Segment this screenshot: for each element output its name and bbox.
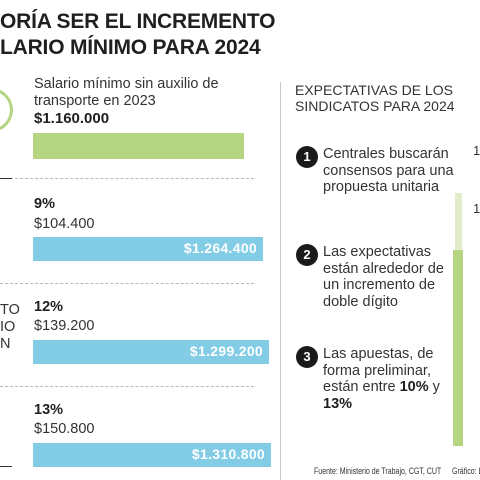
cropped-circle-icon xyxy=(0,88,13,132)
separator-tick xyxy=(0,466,12,467)
column-divider xyxy=(280,82,281,480)
graphic-credit: Gráfico: L xyxy=(452,466,480,476)
scenario-2-increase: $139.200 xyxy=(34,318,95,334)
expectation-3-text: Las apuestas, de forma preliminar, están… xyxy=(323,346,440,412)
source-note: Fuente: Ministerio de Trabajo, CGT, CUT xyxy=(314,466,442,476)
scenario-1-percent: 9% xyxy=(34,196,55,212)
number-1-badge: 1 xyxy=(296,146,318,168)
expectation-2-text: Las expectativas están alrededor de un i… xyxy=(323,244,444,310)
number-3-badge: 3 xyxy=(296,346,318,368)
cropped-text-fragment: N xyxy=(0,336,11,352)
cropped-text-fragment: 1 xyxy=(473,201,480,216)
scenario-2-percent: 12% xyxy=(34,299,64,315)
number-2-badge: 2 xyxy=(296,244,318,266)
base-salary-bar xyxy=(33,133,244,159)
vertical-bar-pale xyxy=(455,193,462,250)
scenario-1-bar: $1.264.400 xyxy=(33,237,263,261)
chart-title-line-2: LARIO MÍNIMO PARA 2024 xyxy=(0,36,261,59)
scenario-3-increase: $150.800 xyxy=(34,421,95,437)
expectations-title: EXPECTATIVAS DE LOS SINDICATOS PARA 2024 xyxy=(295,82,455,114)
base-salary-label: Salario mínimo sin auxilio de transporte… xyxy=(34,76,219,109)
cropped-text-fragment: TO xyxy=(0,302,20,318)
base-salary-value: $1.160.000 xyxy=(34,110,110,127)
scenario-3-percent: 13% xyxy=(34,402,64,418)
scenario-2-total: $1.299.200 xyxy=(189,343,263,359)
chart-title-line-1: ORÍA SER EL INCREMENTO xyxy=(0,10,276,33)
cropped-text-fragment: 1 xyxy=(473,143,480,158)
cropped-text-fragment: IO xyxy=(0,319,16,335)
separator xyxy=(0,283,254,284)
expectation-1-text: Centrales buscarán consensos para una pr… xyxy=(323,146,454,195)
scenario-3-bar: $1.310.800 xyxy=(33,443,271,467)
separator xyxy=(0,178,254,179)
scenario-3-total: $1.310.800 xyxy=(191,446,265,462)
separator-tick xyxy=(0,178,12,179)
scenario-1-increase: $104.400 xyxy=(34,216,95,232)
vertical-bar-green xyxy=(453,250,463,446)
separator xyxy=(0,386,254,387)
scenario-1-total: $1.264.400 xyxy=(183,240,257,256)
scenario-2-bar: $1.299.200 xyxy=(33,340,269,364)
